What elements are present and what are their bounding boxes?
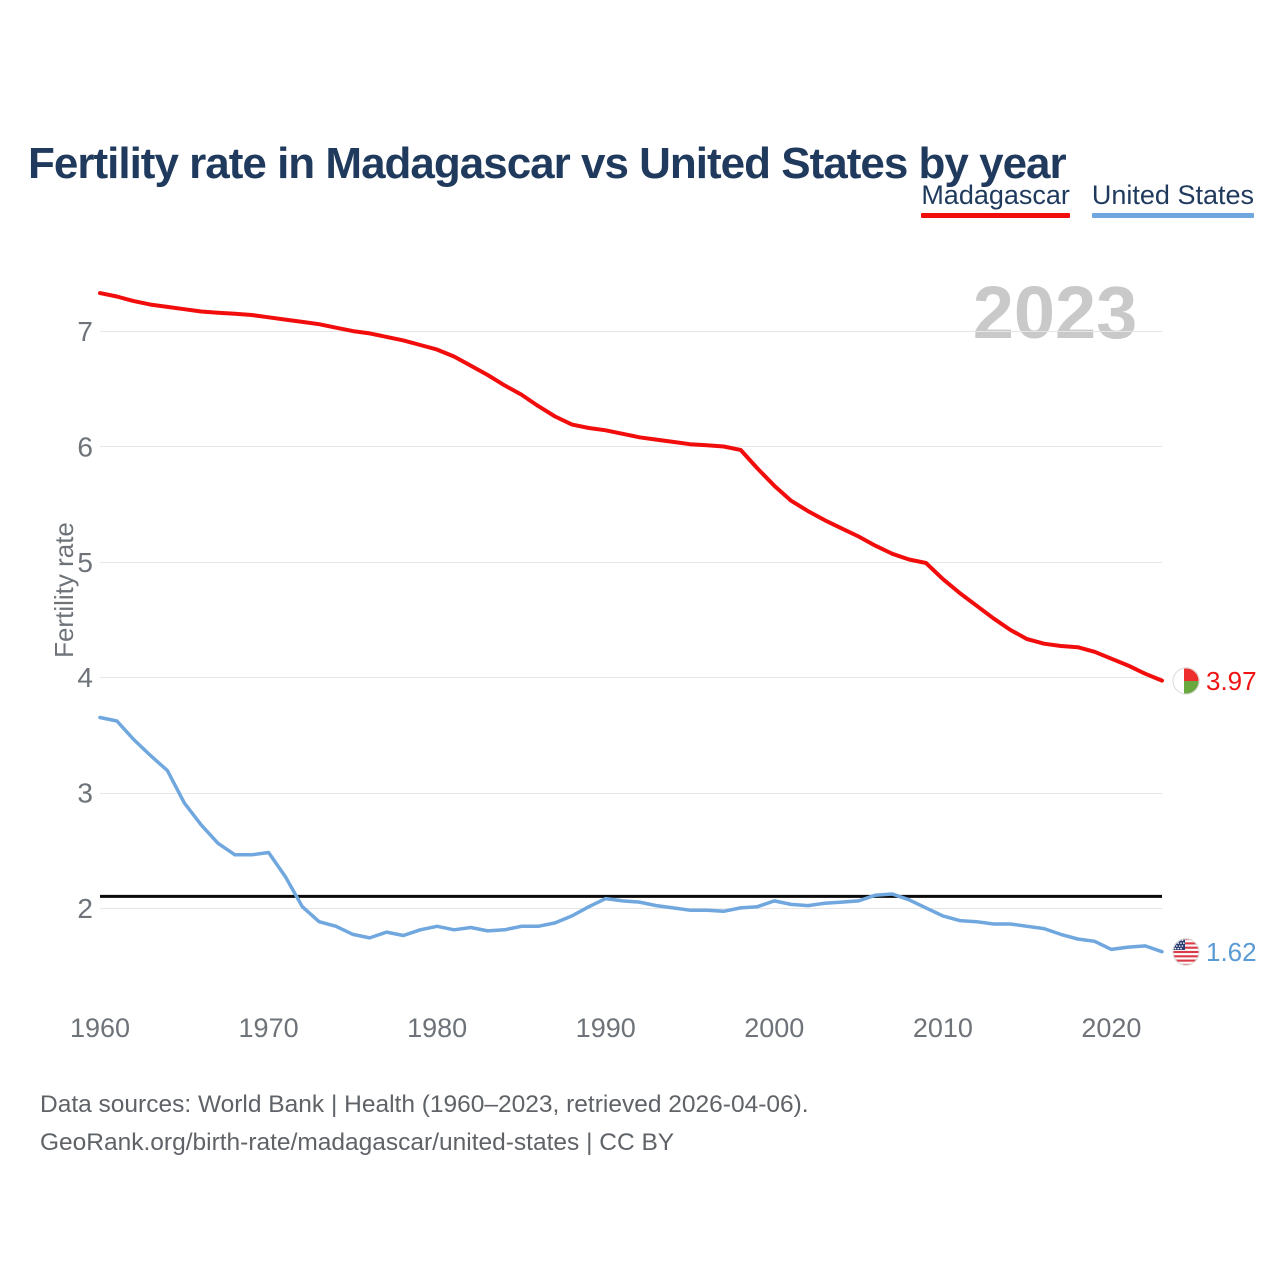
y-tick-label: 7 [77, 316, 93, 347]
madagascar-flag-icon [1172, 667, 1200, 695]
legend-item-madagascar[interactable]: Madagascar [921, 180, 1070, 218]
us-end-value: 1.62 [1206, 936, 1257, 967]
series-line-madagascar [98, 291, 1164, 683]
attribution-footer: Data sources: World Bank | Health (1960–… [40, 1086, 809, 1162]
x-tick-label: 2010 [913, 1013, 973, 1043]
legend: Madagascar United States [921, 180, 1254, 218]
x-tick-label: 1980 [407, 1013, 467, 1043]
y-tick-label: 3 [77, 778, 93, 809]
y-tick-label: 4 [77, 662, 93, 693]
legend-swatch-madagascar [921, 213, 1070, 218]
legend-label-madagascar: Madagascar [921, 180, 1070, 210]
madagascar-end-value: 3.97 [1206, 665, 1257, 696]
source-url-line: GeoRank.org/birth-rate/madagascar/united… [40, 1129, 675, 1156]
y-tick-label: 2 [77, 893, 93, 924]
data-sources-line: Data sources: World Bank | Health (1960–… [40, 1091, 809, 1118]
x-tick-label: 1970 [239, 1013, 299, 1043]
chart: 2 3 4 5 6 7 1960 1970 1980 1990 2000 2010 2020 [70, 291, 1164, 1043]
y-axis-title: Fertility rate [49, 522, 79, 658]
year-watermark: 2023 [972, 271, 1138, 354]
x-tick-label: 2020 [1081, 1013, 1141, 1043]
page-title: Fertility rate in Madagascar vs United S… [28, 139, 1067, 189]
y-tick-label: 6 [77, 431, 93, 462]
series-line-united-states [98, 715, 1164, 954]
y-tick-label: 5 [77, 547, 93, 578]
legend-swatch-united-states [1091, 213, 1254, 218]
x-tick-label: 1990 [576, 1013, 636, 1043]
legend-item-united-states[interactable]: United States [1091, 180, 1254, 218]
us-flag-icon [1172, 938, 1200, 966]
x-tick-label: 2000 [744, 1013, 804, 1043]
legend-label-united-states: United States [1091, 180, 1254, 210]
x-tick-label: 1960 [70, 1013, 130, 1043]
